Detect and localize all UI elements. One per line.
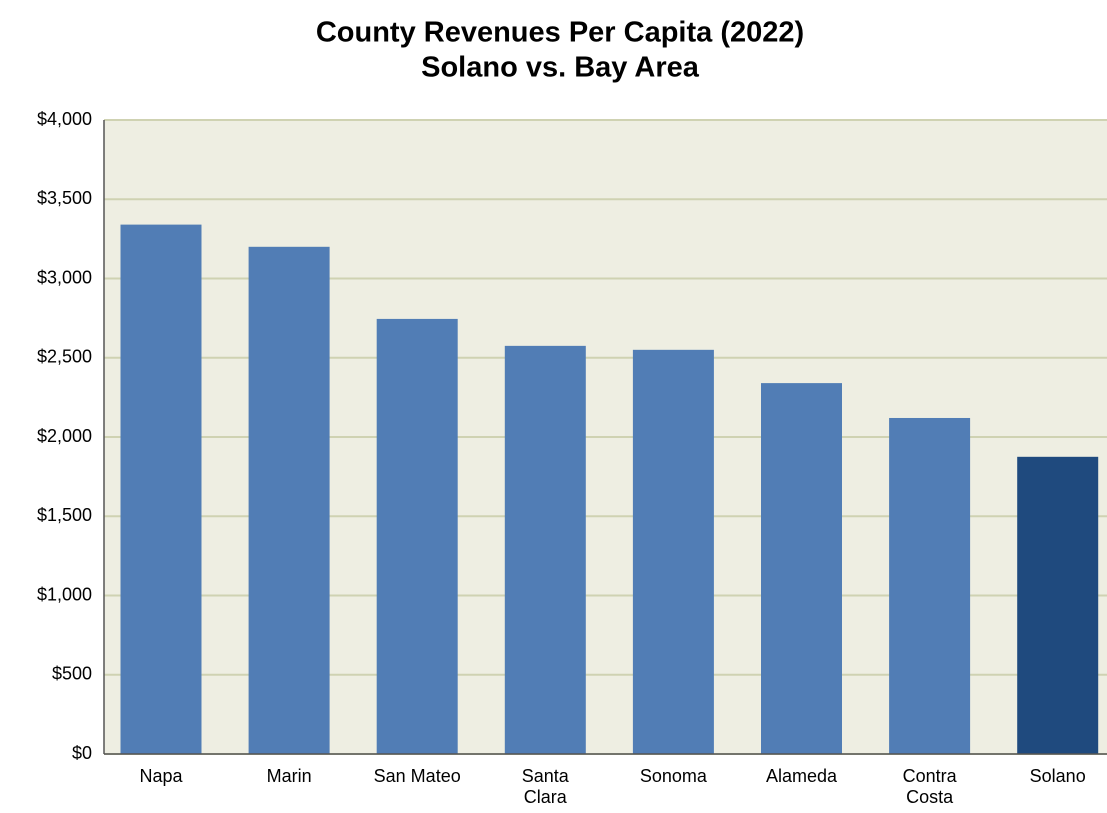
x-tick-label: Santa Clara bbox=[521, 766, 569, 807]
chart-subtitle: Solano vs. Bay Area bbox=[421, 52, 700, 84]
y-tick-label: $3,000 bbox=[37, 267, 92, 287]
y-tick-label: $0 bbox=[72, 743, 92, 763]
bar bbox=[889, 417, 971, 754]
x-tick-label: Solano bbox=[1029, 766, 1086, 786]
bar bbox=[376, 318, 458, 754]
x-tick-label: Alameda bbox=[765, 766, 838, 786]
bar bbox=[1017, 456, 1099, 754]
y-tick-label: $3,500 bbox=[37, 188, 92, 208]
y-tick-label: $1,000 bbox=[37, 584, 92, 604]
x-tick-label: San Mateo bbox=[373, 766, 461, 786]
bar bbox=[120, 224, 202, 755]
bar bbox=[632, 349, 714, 754]
y-tick-label: $500 bbox=[52, 664, 92, 684]
bar bbox=[504, 345, 586, 754]
chart-title: County Revenues Per Capita (2022) bbox=[316, 17, 804, 49]
y-tick-label: $4,000 bbox=[37, 109, 92, 129]
y-tick-label: $2,500 bbox=[37, 347, 92, 367]
y-tick-label: $2,000 bbox=[37, 426, 92, 446]
x-tick-label: Sonoma bbox=[639, 766, 707, 786]
x-tick-label: Contra Costa bbox=[902, 766, 957, 807]
y-tick-label: $1,500 bbox=[37, 505, 92, 525]
bar bbox=[761, 383, 842, 754]
x-tick-label: Marin bbox=[266, 766, 312, 786]
x-tick-label: Napa bbox=[139, 766, 183, 786]
bar bbox=[248, 246, 330, 755]
